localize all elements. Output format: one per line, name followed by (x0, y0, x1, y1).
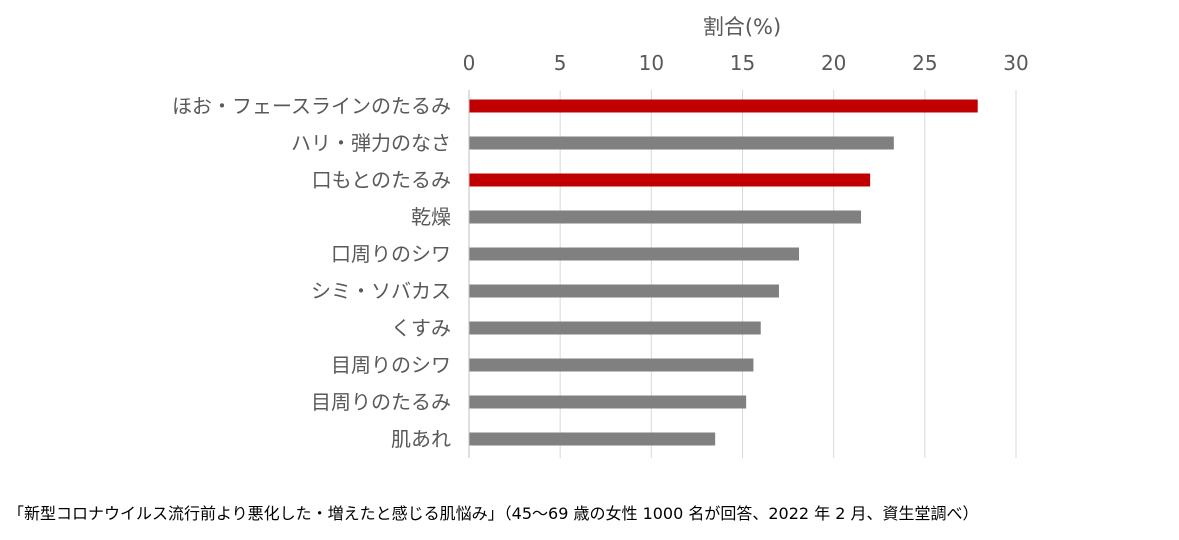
bar (469, 358, 754, 372)
bar (469, 432, 716, 446)
bars (469, 99, 978, 446)
category-labels: ほお・フェースラインのたるみハリ・弾力のなさ口もとのたるみ乾燥口周りのシワシミ・… (172, 94, 451, 451)
x-tick-label: 5 (554, 51, 567, 75)
bar (469, 395, 747, 409)
x-axis-title: 割合(%) (703, 15, 781, 39)
category-label: 目周りのたるみ (311, 390, 451, 414)
bar (469, 284, 779, 298)
category-label: シミ・ソバカス (311, 279, 451, 303)
category-label: ハリ・弾力のなさ (291, 131, 451, 155)
x-tick-label: 20 (821, 51, 846, 75)
bar (469, 99, 978, 113)
x-tick-label: 0 (463, 51, 476, 75)
category-label: 肌あれ (391, 427, 451, 451)
bar (469, 173, 871, 187)
category-label: 目周りのシワ (331, 353, 451, 377)
bar (469, 210, 862, 224)
category-label: 口もとのたるみ (312, 168, 451, 192)
category-label: くすみ (391, 316, 451, 340)
bar (469, 321, 761, 335)
x-tick-label: 30 (1003, 51, 1028, 75)
bar (469, 136, 894, 150)
category-label: 乾燥 (411, 205, 451, 229)
x-tick-label: 15 (730, 51, 755, 75)
x-tick-labels: 0 5 10 15 20 25 30 (463, 51, 1029, 75)
chart-caption: 「新型コロナウイルス流行前より悪化した・増えたと感じる肌悩み」（45〜69 歳の… (8, 504, 979, 523)
category-label: ほお・フェースラインのたるみ (172, 94, 451, 118)
bar-chart: 割合(%) 0 5 10 15 20 25 30 ほお・フェースラインのたるみハリ・弾力のな… (172, 15, 1029, 458)
category-label: 口周りのシワ (331, 242, 451, 266)
bar (469, 247, 800, 261)
x-tick-label: 10 (639, 51, 664, 75)
x-tick-label: 25 (912, 51, 937, 75)
